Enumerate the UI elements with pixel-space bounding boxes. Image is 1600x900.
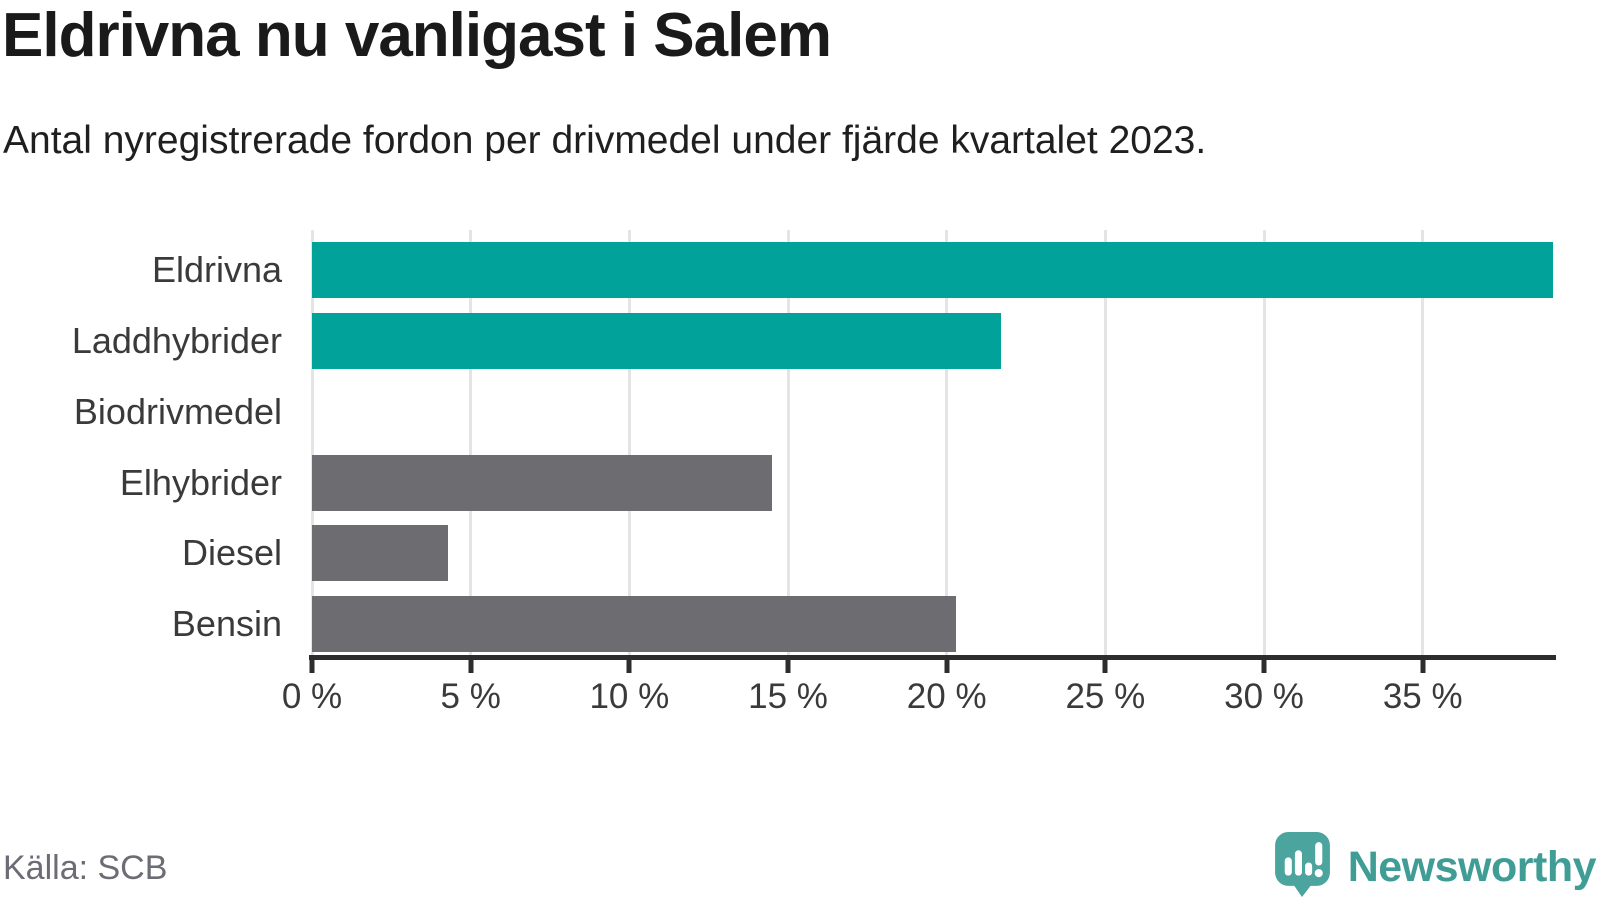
chart-title: Eldrivna nu vanligast i Salem — [2, 1, 832, 70]
x-tick-20pct — [944, 660, 950, 673]
x-tick-label-30pct: 30 % — [1224, 677, 1304, 716]
bar-eldrivna — [312, 242, 1553, 298]
gridline-5pct — [469, 230, 473, 655]
x-tick-label-5pct: 5 % — [440, 677, 501, 716]
y-axis-label-eldrivna: Eldrivna — [151, 249, 282, 290]
plot-area: 0 % 5 % 10 % 15 % 20 % 25 % 30 % 35 % — [282, 230, 1556, 716]
x-tick-label-20pct: 20 % — [906, 677, 987, 716]
x-tick-0pct — [309, 660, 315, 673]
gridline-15pct — [786, 230, 790, 655]
y-axis-label-laddhybrider: Laddhybrider — [71, 319, 282, 361]
source-note: Källa: SCB — [3, 849, 168, 887]
x-axis-line — [309, 655, 1556, 660]
newsworthy-branding: Newsworthy — [1274, 831, 1597, 898]
x-tick-5pct — [468, 660, 474, 673]
x-tick-25pct — [1102, 660, 1108, 673]
x-tick-label-0pct: 0 % — [281, 677, 343, 716]
gridline-35pct — [1421, 230, 1425, 655]
newsworthy-logo-icon — [1274, 832, 1330, 897]
x-tick-30pct — [1261, 660, 1267, 673]
y-axis-label-elhybrider: Elhybrider — [119, 461, 282, 503]
x-tick-35pct — [1420, 660, 1426, 673]
bar-diesel — [312, 525, 449, 582]
gridline-20pct — [945, 230, 949, 655]
gridline-10pct — [627, 230, 631, 655]
chart-subtitle: Antal nyregistrerade fordon per drivmede… — [3, 119, 1207, 162]
bar-laddhybrider — [312, 312, 1001, 369]
bar-bensin — [312, 596, 957, 653]
x-tick-15pct — [785, 660, 791, 673]
x-tick-label-35pct: 35 % — [1382, 677, 1463, 716]
gridline-30pct — [1262, 230, 1266, 655]
bar-elhybrider — [312, 454, 773, 511]
y-axis-label-diesel: Diesel — [181, 532, 282, 574]
gridline-0pct — [310, 230, 314, 655]
x-tick-label-25pct: 25 % — [1065, 677, 1146, 716]
gridline-25pct — [1103, 230, 1107, 655]
x-tick-10pct — [626, 660, 632, 673]
y-axis-label-bensin: Bensin — [171, 603, 282, 645]
x-tick-label-15pct: 15 % — [748, 677, 828, 716]
x-tick-label-10pct: 10 % — [589, 677, 670, 716]
newsworthy-logo-text: Newsworthy — [1347, 843, 1597, 891]
y-axis-label-biodrivmedel: Biodrivmedel — [73, 390, 282, 432]
y-axis-labels: Eldrivna Laddhybrider Biodrivmedel Elhybrid… — [0, 230, 282, 655]
